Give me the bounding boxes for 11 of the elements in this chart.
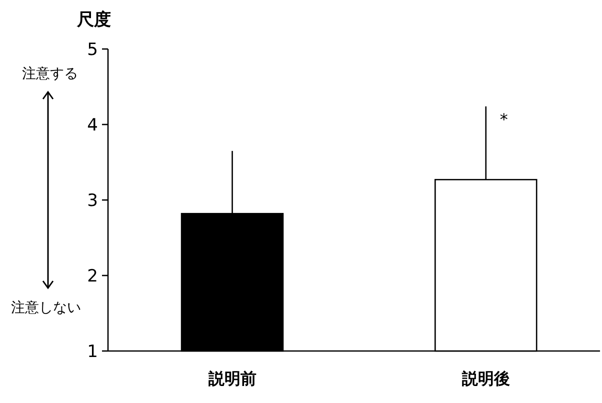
text: 注意しない	[11, 300, 81, 316]
y-tick-label: 1	[87, 342, 98, 362]
annotation: *	[500, 110, 508, 129]
y-tick-label: 2	[87, 266, 98, 286]
y-tick-label: 3	[87, 191, 98, 211]
text: 注意する	[22, 66, 78, 82]
y-axis-title: 尺度	[76, 10, 111, 30]
x-tick-label: 説明後	[460, 369, 510, 388]
y-tick-label: 4	[87, 116, 98, 136]
x-tick-label: 説明前	[207, 369, 256, 388]
y-tick-label: 5	[87, 40, 98, 60]
